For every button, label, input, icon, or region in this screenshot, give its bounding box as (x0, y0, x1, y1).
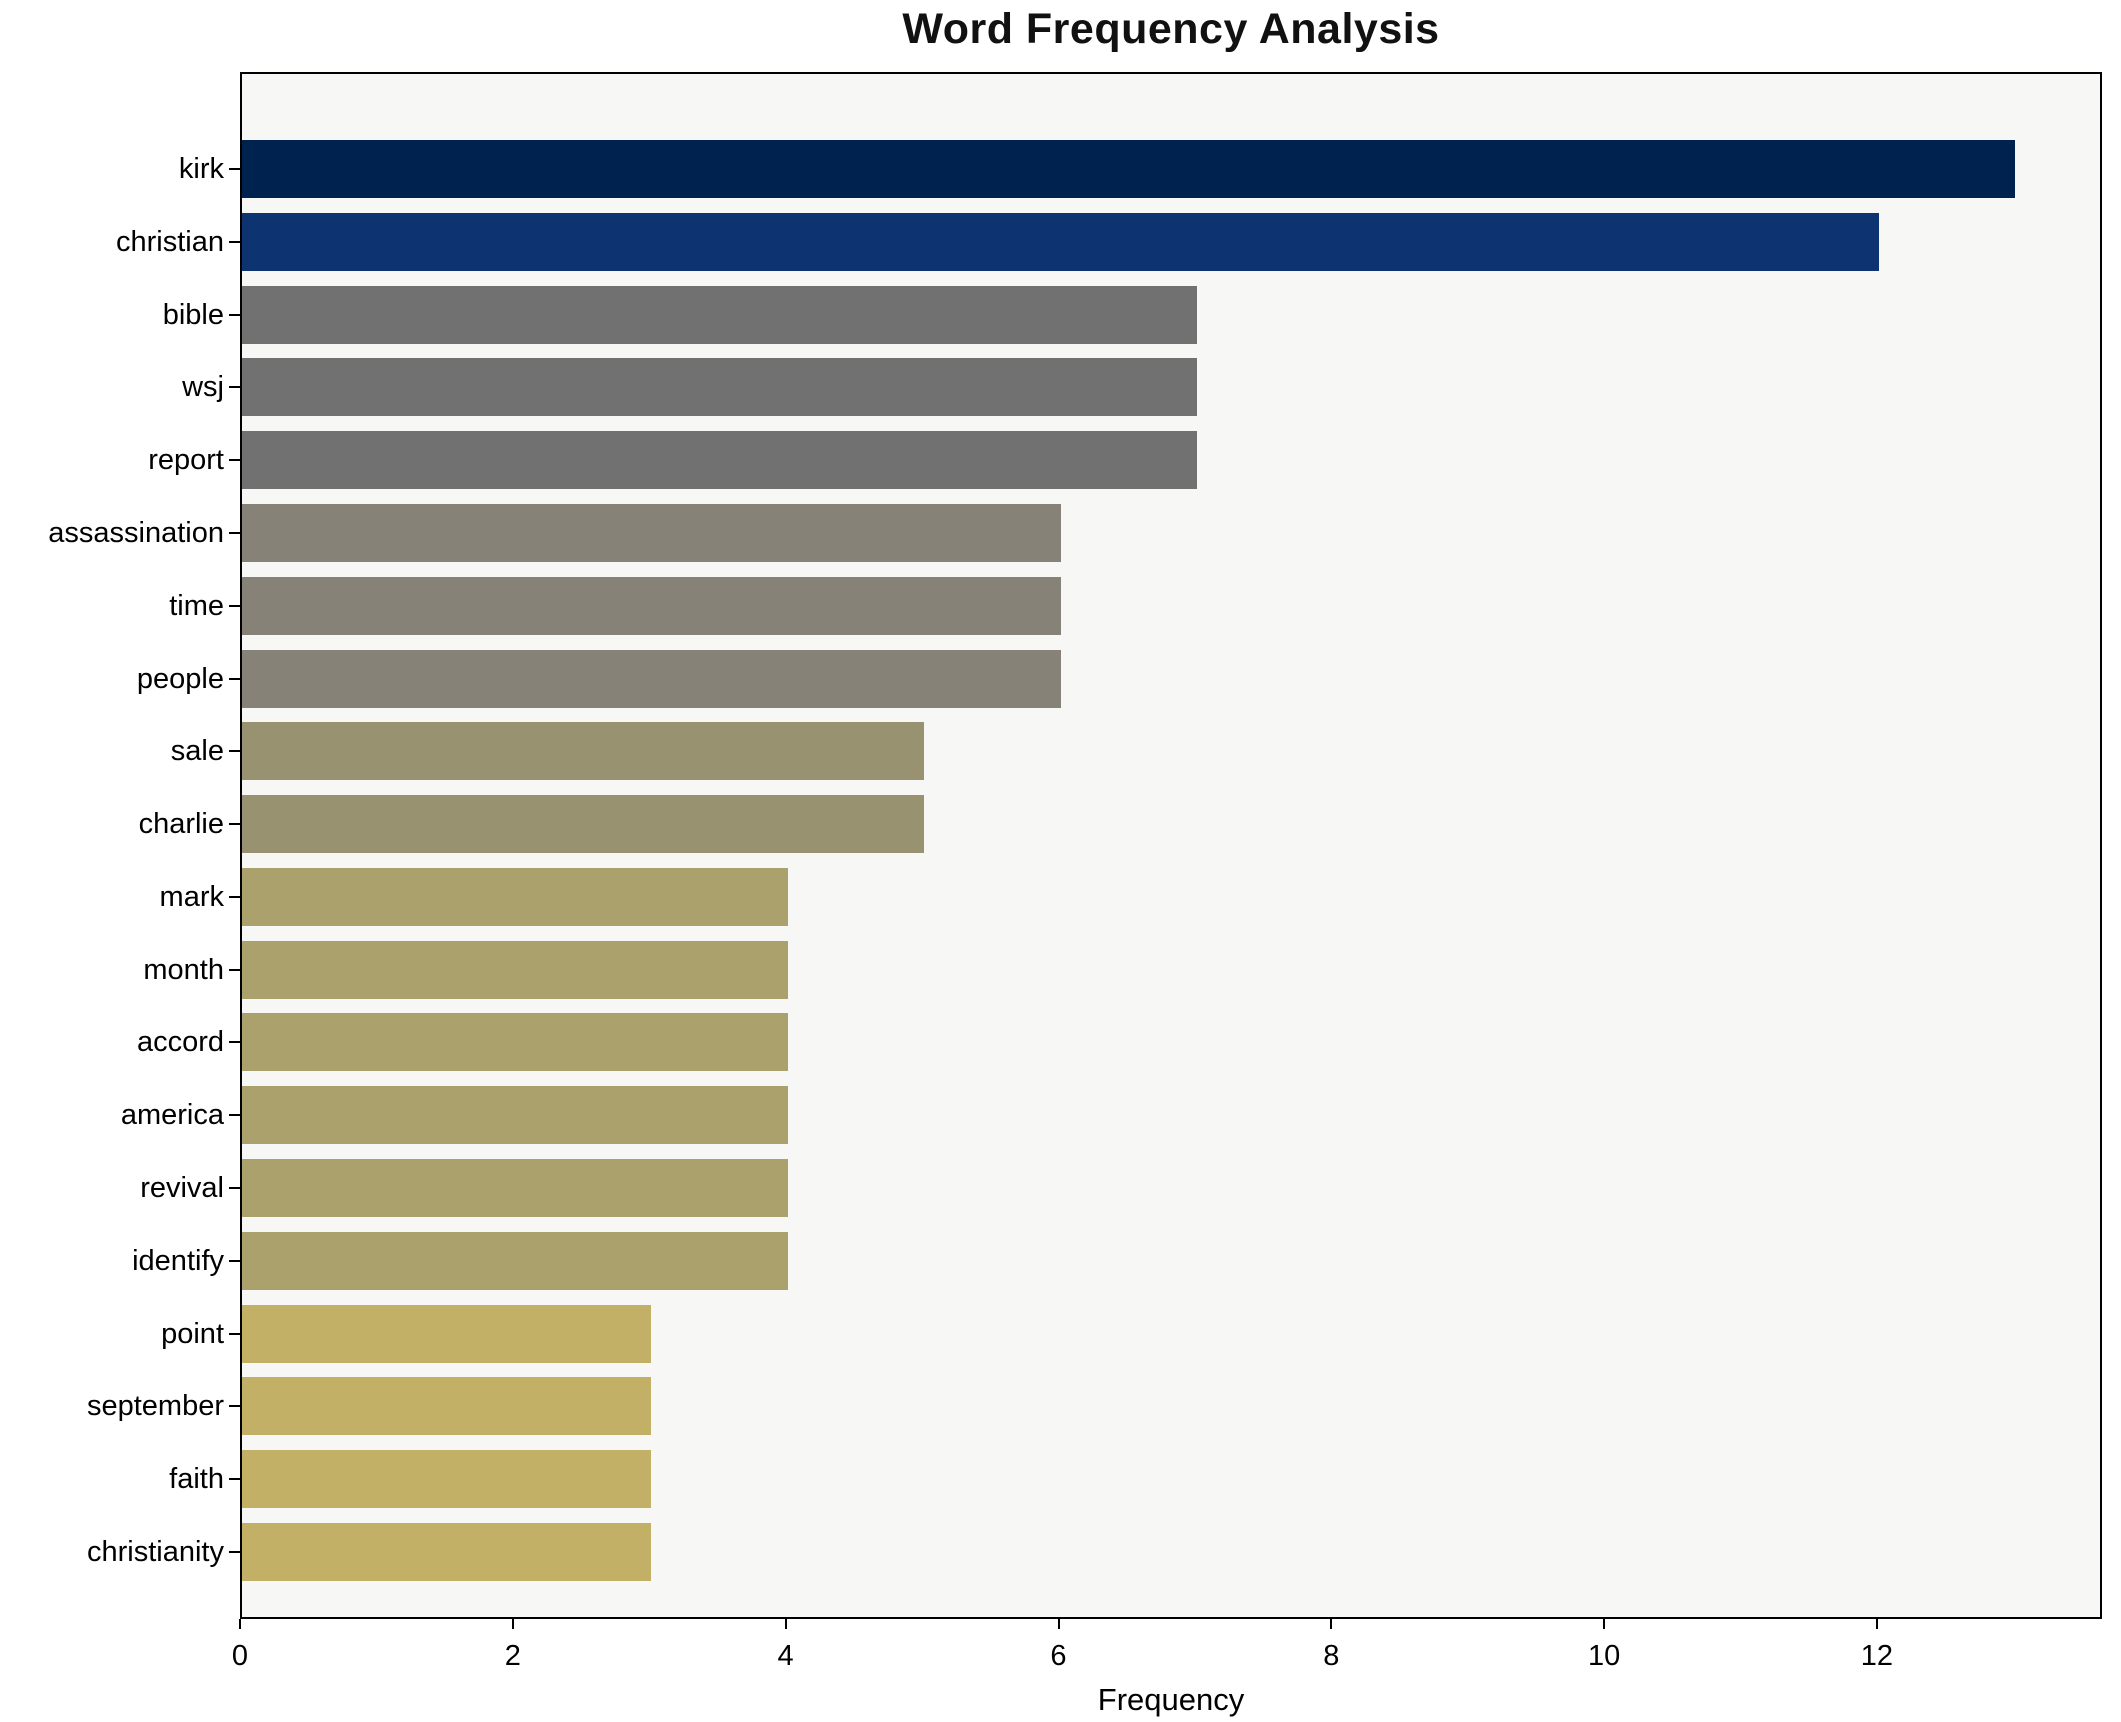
x-tick-mark (511, 1619, 514, 1629)
y-axis-label-assassination: assassination (48, 516, 224, 549)
y-axis-label-revival: revival (140, 1172, 224, 1205)
y-tick-mark (229, 1259, 240, 1262)
x-tick-mark (1057, 1619, 1060, 1629)
y-tick-mark (229, 459, 240, 462)
bar-report (242, 431, 1197, 490)
y-axis-label-kirk: kirk (178, 153, 224, 185)
y-tick-mark (229, 1114, 240, 1117)
bar-point (242, 1304, 652, 1363)
plot-area (240, 72, 2102, 1619)
x-tick-label-4: 4 (777, 1640, 794, 1672)
y-tick-mark (229, 604, 240, 607)
x-tick-label-8: 8 (1323, 1640, 1340, 1672)
y-tick-mark (229, 168, 240, 170)
y-axis-label-faith: faith (169, 1463, 224, 1496)
bar-sale (242, 722, 925, 781)
x-tick-label-12: 12 (1860, 1640, 1894, 1672)
y-axis-label-month: month (143, 953, 224, 986)
y-tick-mark (229, 823, 240, 826)
y-axis-label-people: people (136, 662, 224, 695)
y-axis-label-charlie: charlie (138, 808, 224, 841)
bar-revival (242, 1159, 788, 1218)
x-tick-mark (1330, 1619, 1333, 1629)
x-tick-mark (784, 1619, 787, 1629)
y-tick-mark (229, 895, 240, 898)
bar-christianity (242, 1523, 652, 1581)
y-tick-mark (229, 1405, 240, 1408)
bar-america (242, 1086, 788, 1145)
y-tick-mark (229, 531, 240, 534)
y-axis-label-identify: identify (132, 1244, 224, 1277)
y-axis-label-point: point (161, 1317, 224, 1350)
bar-identify (242, 1231, 788, 1290)
y-axis-label-america: america (120, 1099, 224, 1132)
x-tick-label-2: 2 (504, 1640, 521, 1672)
bar-mark (242, 867, 788, 926)
bar-bible (242, 285, 1197, 344)
bar-month (242, 940, 788, 999)
y-axis-label-christianity: christianity (87, 1536, 224, 1568)
y-axis-label-christian: christian (116, 225, 224, 258)
y-axis-label-bible: bible (162, 298, 224, 331)
bar-christian (242, 212, 1879, 271)
bar-faith (242, 1450, 652, 1509)
y-tick-mark (229, 968, 240, 971)
y-tick-mark (229, 677, 240, 680)
x-tick-mark (1875, 1619, 1878, 1629)
bar-accord (242, 1013, 788, 1072)
bar-charlie (242, 795, 925, 854)
bar-assassination (242, 503, 1061, 562)
y-tick-mark (229, 750, 240, 753)
y-tick-mark (229, 1551, 240, 1553)
bar-time (242, 576, 1061, 635)
y-axis-label-report: report (148, 444, 224, 477)
y-axis-label-time: time (169, 589, 224, 622)
y-axis-label-september: september (86, 1390, 224, 1423)
x-tick-mark (239, 1619, 241, 1629)
bar-september (242, 1377, 652, 1436)
chart-title: Word Frequency Analysis (902, 5, 1440, 53)
y-axis-label-sale: sale (170, 735, 224, 768)
y-tick-mark (229, 313, 240, 316)
bar-wsj (242, 358, 1197, 417)
y-tick-mark (229, 240, 240, 243)
y-tick-mark (229, 1187, 240, 1190)
y-axis-label-wsj: wsj (182, 371, 224, 404)
y-tick-mark (229, 386, 240, 389)
y-axis-label-mark: mark (159, 880, 224, 913)
x-tick-mark (1603, 1619, 1606, 1629)
bar-kirk (242, 140, 2016, 198)
y-tick-mark (229, 1332, 240, 1335)
x-axis-label: Frequency (1097, 1682, 1245, 1717)
bar-people (242, 649, 1061, 708)
y-tick-mark (229, 1041, 240, 1044)
y-tick-mark (229, 1478, 240, 1481)
x-tick-label-0: 0 (231, 1640, 249, 1672)
x-tick-label-6: 6 (1050, 1640, 1067, 1672)
x-tick-label-10: 10 (1587, 1640, 1621, 1672)
y-axis-label-accord: accord (136, 1026, 224, 1059)
